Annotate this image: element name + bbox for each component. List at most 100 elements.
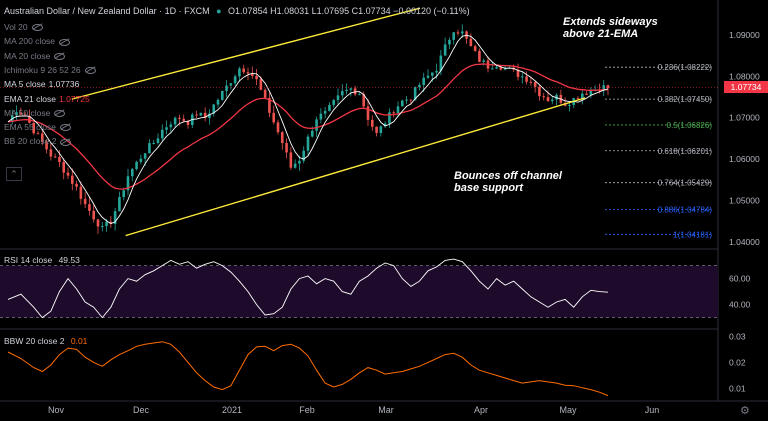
candle-body xyxy=(589,91,593,95)
eye-hidden-icon[interactable] xyxy=(54,52,66,60)
channel-lower-line xyxy=(125,97,586,237)
y-tick-label: 1.04000 xyxy=(729,237,760,247)
annotation-top: Extends sideways above 21-EMA xyxy=(563,16,658,40)
candle-body xyxy=(383,123,387,127)
indicator-0[interactable]: Vol 20 xyxy=(4,22,43,32)
candle-body xyxy=(62,162,66,173)
candle-body xyxy=(19,112,23,115)
candle-body xyxy=(580,93,584,100)
annotation-bottom: Bounces off channel base support xyxy=(454,170,562,194)
candle-body xyxy=(448,39,451,45)
candle-body xyxy=(293,163,297,168)
candle-body xyxy=(169,124,173,128)
indicator-2[interactable]: MA 20 close xyxy=(4,51,66,61)
symbol-title[interactable]: Australian Dollar / New Zealand Dollar ·… xyxy=(4,6,210,16)
gear-icon[interactable]: ⚙ xyxy=(740,405,750,417)
candle-body xyxy=(533,82,537,87)
indicator-label: MA 5 close xyxy=(4,79,46,90)
candle-body xyxy=(388,112,391,124)
eye-hidden-icon[interactable] xyxy=(84,67,96,75)
candle-body xyxy=(443,44,447,56)
candle-body xyxy=(336,95,340,101)
candle-body xyxy=(15,112,18,116)
candle-body xyxy=(315,119,318,131)
candle-body xyxy=(212,104,216,114)
bbw-label: BBW 20 close 2 xyxy=(4,336,65,346)
bbw-tick-label: 0.03 xyxy=(729,331,746,341)
candle-body xyxy=(546,97,550,102)
candle-body xyxy=(66,172,70,176)
candle-body xyxy=(109,221,113,224)
indicator-4[interactable]: MA 5 close 1.07736 xyxy=(4,79,79,89)
candle-body xyxy=(242,68,246,73)
x-tick-label: Apr xyxy=(474,405,488,415)
candle-body xyxy=(96,219,100,227)
indicator-5[interactable]: EMA 21 close 1.07725 xyxy=(4,94,90,104)
candle-body xyxy=(255,75,258,80)
candle-body xyxy=(490,68,494,70)
bbw-line xyxy=(7,341,609,397)
x-tick-label: May xyxy=(559,405,577,415)
y-tick-label: 1.06000 xyxy=(729,154,760,164)
candle-body xyxy=(263,89,267,98)
fib-level-label: 1(1.04181) xyxy=(673,230,712,239)
candle-body xyxy=(538,86,541,97)
rsi-label: RSI 14 close xyxy=(4,255,53,265)
indicator-label: MA 200 close xyxy=(4,36,56,47)
indicator-6[interactable]: MA 50 close xyxy=(4,108,66,118)
candle-body xyxy=(525,76,528,82)
candle-body xyxy=(550,99,554,102)
eye-hidden-icon[interactable] xyxy=(59,124,71,132)
candle-body xyxy=(460,31,464,34)
candle-body xyxy=(426,75,430,78)
candle-body xyxy=(469,38,473,47)
candle-body xyxy=(276,122,280,133)
eye-hidden-icon[interactable] xyxy=(60,138,72,146)
indicator-1[interactable]: MA 200 close xyxy=(4,36,71,47)
candle-body xyxy=(272,112,276,123)
candle-body xyxy=(220,90,224,100)
candle-body xyxy=(349,88,353,90)
eye-hidden-icon[interactable] xyxy=(59,38,71,46)
chevron-up-icon[interactable]: ⌃ xyxy=(6,167,22,181)
ohlc-readout: O1.07854 H1.08031 L1.07695 C1.07734 −0.0… xyxy=(228,6,470,16)
ma5-line xyxy=(7,34,609,224)
eye-hidden-icon[interactable] xyxy=(54,110,66,118)
candle-body xyxy=(182,118,186,121)
candle-body xyxy=(156,138,160,143)
candle-body xyxy=(310,130,314,137)
candle-body xyxy=(366,106,370,120)
annotation-line: Extends sideways xyxy=(563,16,658,28)
indicator-label: Vol 20 xyxy=(4,22,28,32)
candle-body xyxy=(482,60,486,62)
candle-body xyxy=(160,129,164,139)
candle-body xyxy=(555,94,558,100)
indicator-7[interactable]: EMA 55 close xyxy=(4,122,71,132)
candle-body xyxy=(405,99,408,101)
candle-body xyxy=(83,198,87,205)
candle-body xyxy=(32,122,36,134)
channel-upper-line xyxy=(71,7,421,100)
candle-body xyxy=(379,126,383,133)
candle-body xyxy=(606,85,610,88)
indicator-3[interactable]: Ichimoku 9 26 52 26 xyxy=(4,65,96,75)
candle-body xyxy=(165,127,168,130)
candle-body xyxy=(105,221,108,227)
x-tick-label: Nov xyxy=(48,405,65,415)
candle-body xyxy=(100,226,104,228)
candle-body xyxy=(452,32,456,40)
indicator-value: 1.07725 xyxy=(58,93,90,104)
indicator-8[interactable]: BB 20 close 2 xyxy=(4,136,72,146)
candle-body xyxy=(92,210,96,220)
candle-body xyxy=(306,136,310,151)
fib-level-label: 0.382(1.07450) xyxy=(658,95,713,104)
candle-body xyxy=(298,160,301,164)
candle-body xyxy=(568,104,571,106)
candle-body xyxy=(529,81,533,83)
indicator-label: EMA 21 close xyxy=(4,93,56,104)
indicator-value: 1.07736 xyxy=(48,79,80,90)
candle-body xyxy=(75,183,78,187)
eye-hidden-icon[interactable] xyxy=(31,24,43,32)
candle-body xyxy=(113,211,117,224)
